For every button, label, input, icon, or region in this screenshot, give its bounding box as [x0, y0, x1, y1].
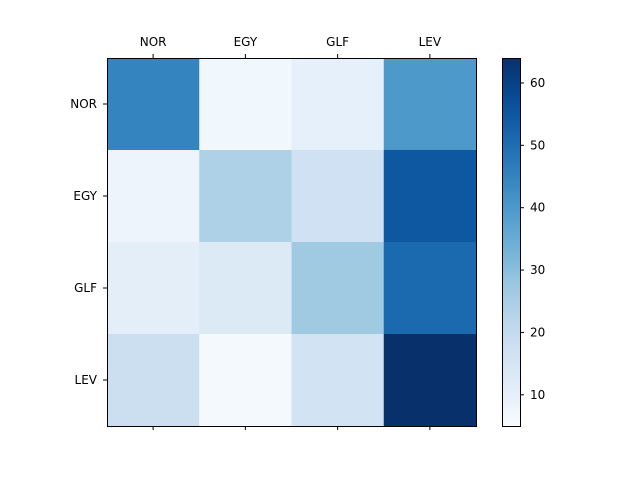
heatmap-cell-nor-lev: [383, 58, 477, 151]
colorbar-tick-label: 20: [530, 325, 545, 339]
heatmap-cells: [107, 58, 477, 427]
heatmap-cell-nor-egy: [199, 58, 293, 151]
heatmap-cell-lev-lev: [383, 334, 477, 427]
x-axis-ticks: NOR EGY GLF LEV: [140, 35, 442, 430]
colorbar-tick-label: 40: [530, 201, 545, 215]
colorbar-tick-label: 60: [530, 76, 545, 90]
heatmap-cell-lev-egy: [199, 334, 293, 427]
y-tick-label: GLF: [74, 281, 97, 295]
colorbar-tick-label: 30: [530, 263, 545, 277]
heatmap-cell-nor-glf: [291, 58, 385, 151]
x-tick-label: EGY: [234, 35, 258, 49]
plot-frame: [107, 58, 477, 427]
heatmap-cell-egy-lev: [383, 150, 477, 243]
heatmap-cell-egy-egy: [199, 150, 293, 243]
y-tick-label: EGY: [73, 189, 97, 203]
heatmap-cell-egy-nor: [107, 150, 200, 243]
heatmap-cell-nor-nor: [107, 58, 200, 151]
heatmap-cell-glf-glf: [291, 242, 385, 335]
heatmap-cell-glf-egy: [199, 242, 293, 335]
heatmap-cell-glf-lev: [383, 242, 477, 335]
y-tick-label: NOR: [70, 97, 97, 111]
x-tick-label: LEV: [419, 35, 442, 49]
colorbar-ticks: 10 20 30 40 50 60: [520, 76, 545, 402]
y-tick-label: LEV: [75, 373, 98, 387]
heatmap-cell-lev-glf: [291, 334, 385, 427]
x-tick-label: NOR: [140, 35, 167, 49]
y-axis-ticks: NOR EGY GLF LEV: [70, 97, 107, 387]
colorbar-tick-label: 50: [530, 138, 545, 152]
heatmap-cell-lev-nor: [107, 334, 200, 427]
x-tick-label: GLF: [326, 35, 349, 49]
heatmap-cell-egy-glf: [291, 150, 385, 243]
colorbar: [502, 58, 520, 426]
colorbar-tick-label: 10: [530, 388, 545, 402]
heatmap-cell-glf-nor: [107, 242, 200, 335]
colorbar-frame: [502, 58, 521, 427]
